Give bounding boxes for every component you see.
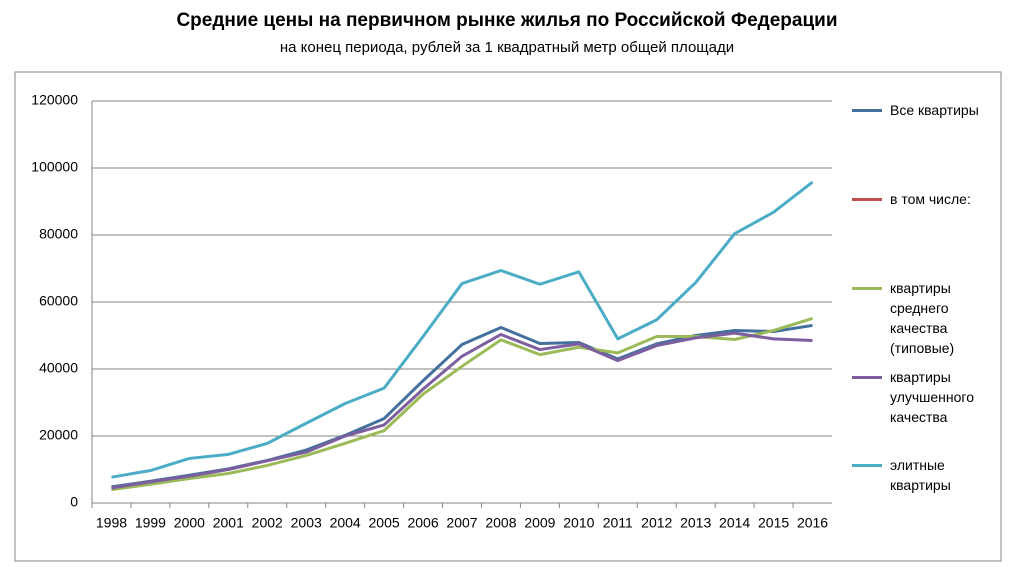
y-tick-label: 20000 <box>39 427 78 443</box>
x-tick-label: 2015 <box>758 515 789 531</box>
x-tick-label: 2008 <box>485 515 516 531</box>
legend-label: Все квартиры <box>890 102 979 118</box>
x-tick-label: 2014 <box>719 515 750 531</box>
series-line <box>111 331 813 490</box>
series-line <box>111 323 813 489</box>
legend-item: элитные квартиры <box>852 455 1002 495</box>
x-tick-label: 2001 <box>213 515 244 531</box>
chart-border <box>14 71 1002 562</box>
y-tick-label: 0 <box>70 494 78 510</box>
chart-title: Средние цены на первичном рынке жилья по… <box>176 10 837 31</box>
x-tick-label: 2006 <box>407 515 438 531</box>
y-tick-label: 120000 <box>31 92 78 108</box>
y-tick-label: 40000 <box>39 360 78 376</box>
chart-subtitle: на конец периода, рублей за 1 квадратный… <box>280 39 734 56</box>
legend-item: квартиры улучшенного качества <box>852 367 1002 427</box>
x-tick-label: 2013 <box>680 515 711 531</box>
x-tick-label: 1998 <box>96 515 127 531</box>
legend-label: в том числе: <box>890 191 971 207</box>
legend-label: квартиры улучшенного качества <box>890 369 975 425</box>
x-tick-label: 2003 <box>291 515 322 531</box>
series-line <box>111 180 814 479</box>
legend-label: элитные квартиры <box>890 457 951 493</box>
x-tick-label: 2000 <box>174 515 205 531</box>
y-tick-label: 60000 <box>39 293 78 309</box>
x-tick-label: 1999 <box>135 515 166 531</box>
legend-item: в том числе: <box>852 189 1002 209</box>
legend-swatch <box>852 287 882 290</box>
legend-swatch <box>852 109 882 112</box>
x-tick-label: 2010 <box>563 515 594 531</box>
legend-swatch <box>852 198 882 201</box>
x-tick-label: 2005 <box>369 515 400 531</box>
y-tick-label: 100000 <box>31 159 78 175</box>
x-tick-label: 2016 <box>797 515 828 531</box>
x-tick-label: 2012 <box>641 515 672 531</box>
legend-label: квартиры среднего качества (типовые) <box>890 280 955 356</box>
x-tick-label: 2002 <box>252 515 283 531</box>
x-tick-label: 2011 <box>603 515 633 531</box>
x-tick-label: 2007 <box>446 515 477 531</box>
legend-item: квартиры среднего качества (типовые) <box>852 278 1002 358</box>
y-tick-label: 80000 <box>39 226 78 242</box>
legend-swatch <box>852 464 882 467</box>
legend-swatch <box>852 376 882 379</box>
x-tick-label: 2009 <box>524 515 555 531</box>
legend-item: Все квартиры <box>852 100 1002 120</box>
x-tick-label: 2004 <box>330 515 361 531</box>
